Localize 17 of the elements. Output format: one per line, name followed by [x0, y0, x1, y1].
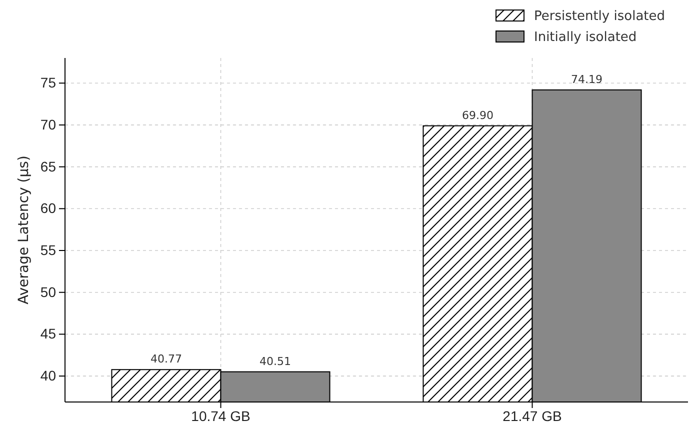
y-tick-label: 55 [40, 242, 56, 258]
x-tick-label: 10.74 GB [191, 408, 250, 424]
y-tick-label: 45 [40, 326, 56, 342]
y-tick-label: 65 [40, 158, 56, 174]
y-axis-title: Average Latency (µs) [16, 156, 32, 304]
data-label: 69.90 [462, 108, 494, 122]
y-tick-label: 40 [40, 368, 56, 384]
y-tick-label: 75 [40, 74, 56, 91]
data-label: 74.19 [571, 72, 603, 86]
y-tick-label: 50 [40, 284, 56, 300]
data-label: 40.51 [260, 354, 292, 368]
y-tick-label: 70 [40, 116, 56, 132]
legend-label: Persistently isolated [534, 9, 666, 24]
y-tick-label: 60 [40, 200, 56, 216]
data-label: 40.77 [150, 352, 182, 366]
x-tick-label: 21.47 GB [502, 408, 562, 424]
legend-label: Initially isolated [534, 30, 637, 45]
